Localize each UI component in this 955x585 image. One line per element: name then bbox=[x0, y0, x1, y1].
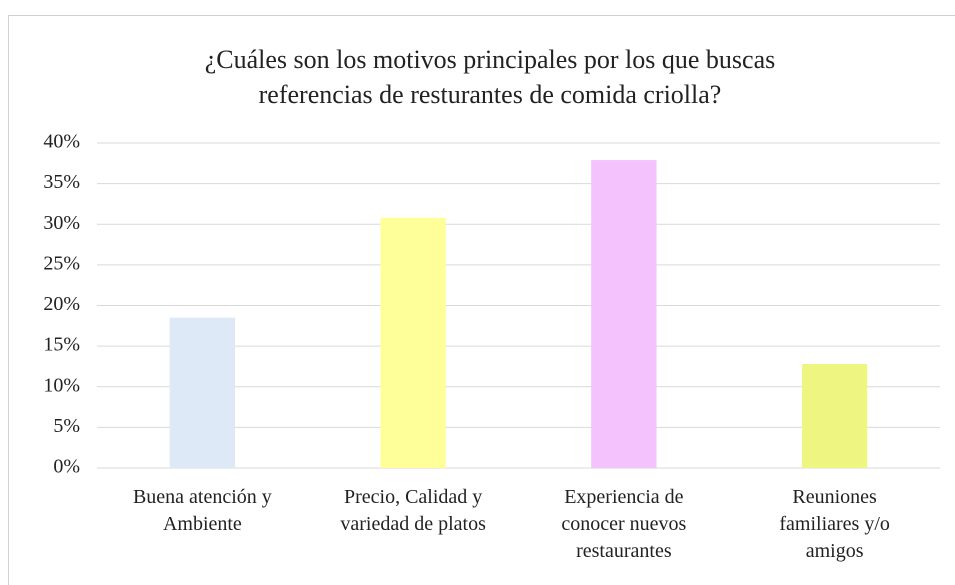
chart-border bbox=[8, 15, 955, 585]
y-tick-label: 30% bbox=[43, 212, 80, 234]
x-tick-label: Precio, Calidad y variedad de platos bbox=[340, 486, 486, 535]
y-tick-label: 0% bbox=[53, 456, 80, 478]
y-tick-label: 15% bbox=[43, 334, 80, 356]
bar bbox=[591, 160, 657, 468]
y-tick-label: 20% bbox=[43, 293, 80, 315]
y-tick-label: 35% bbox=[43, 171, 80, 193]
x-tick-label: Reuniones familiares y/o amigos bbox=[779, 486, 890, 562]
y-tick-label: 10% bbox=[43, 374, 80, 396]
x-tick-label: Buena atención y Ambiente bbox=[132, 486, 272, 535]
x-tick-label: Experiencia de conocer nuevos restaurant… bbox=[561, 486, 687, 562]
y-tick-label: 5% bbox=[53, 415, 80, 437]
bar bbox=[801, 364, 868, 468]
y-tick-label: 25% bbox=[43, 252, 80, 274]
chart-title: ¿Cuáles son los motivos principales por … bbox=[204, 45, 776, 109]
bar bbox=[380, 217, 446, 468]
bar bbox=[169, 317, 236, 468]
y-tick-label: 40% bbox=[43, 131, 80, 153]
